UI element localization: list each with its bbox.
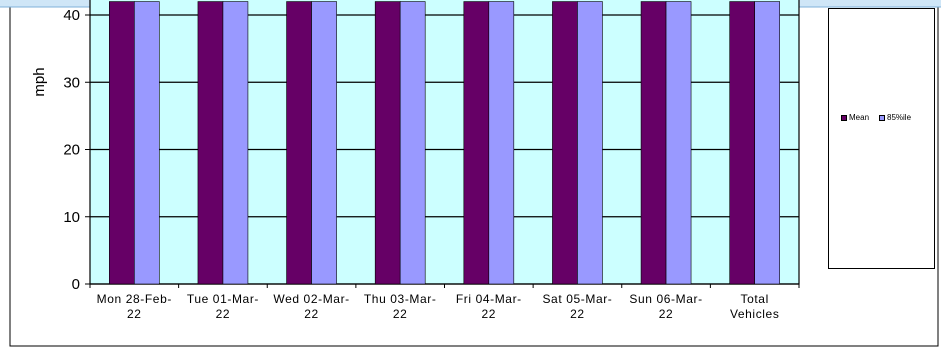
legend-swatch-85ile [879,114,886,121]
bar-85ile-2 [311,1,337,285]
bar-mean-7 [729,1,755,285]
bar-mean-6 [640,1,667,285]
x-tick-label-3-1: 22 [393,307,408,321]
x-tick-label-5-0: Sat 05-Mar- [542,292,612,306]
x-tick-label-5-1: 22 [570,307,585,321]
y-tick-label-20: 20 [63,142,80,159]
x-tick-label-7-0: Total [741,292,769,306]
y-tick-label-30: 30 [63,74,80,91]
x-tick-label-6-1: 22 [659,307,674,321]
bar-mean-4 [463,1,490,285]
x-tick-label-7-1: Vehicles [730,307,780,321]
legend: Mean 85%ile [828,8,935,269]
bar-mean-1 [197,1,224,285]
y-tick-label-0: 0 [72,276,80,293]
bar-85ile-6 [665,1,692,285]
x-tick-label-1-0: Tue 01-Mar- [187,292,259,306]
bar-mean-0 [109,1,135,285]
legend-label-mean: Mean [849,113,870,122]
y-axis-label: mph [31,67,48,96]
plot-background [90,0,799,284]
bar-85ile-3 [399,1,426,285]
x-tick-label-4-1: 22 [482,307,497,321]
legend-swatch-mean [841,114,847,121]
bar-85ile-7 [754,1,780,285]
y-tick-label-10: 10 [63,209,80,226]
bar-85ile-1 [222,1,249,285]
x-tick-label-0-0: Mon 28-Feb- [97,292,172,306]
bar-mean-2 [286,1,312,285]
legend-label-85ile: 85%ile [887,113,912,122]
bar-85ile-4 [488,1,515,285]
legend-item-85ile: 85%ile [879,113,911,122]
legend-item-mean: Mean [841,113,869,122]
bar-mean-5 [552,1,578,285]
legend-row: Mean 85%ile [841,113,911,122]
x-tick-label-1-1: 22 [216,307,231,321]
x-tick-label-2-1: 22 [304,307,319,321]
x-tick-label-2-0: Wed 02-Mar- [273,292,349,306]
bar-85ile-0 [134,1,160,285]
x-tick-label-6-0: Sun 06-Mar- [629,292,702,306]
x-tick-label-3-0: Thu 03-Mar- [364,292,437,306]
x-tick-label-4-0: Fri 04-Mar- [456,292,522,306]
bar-85ile-5 [577,1,603,285]
y-tick-label-40: 40 [63,7,80,24]
x-tick-label-0-1: 22 [127,307,142,321]
bar-mean-3 [374,1,401,285]
chart-frame [9,0,939,347]
